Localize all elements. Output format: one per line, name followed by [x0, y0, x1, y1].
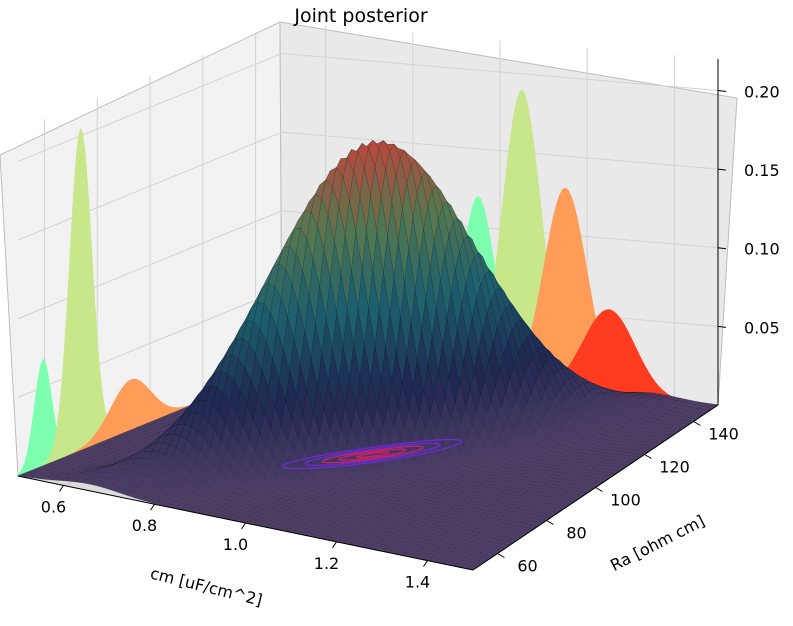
- y-tick-label: 80: [566, 524, 586, 543]
- x-tick-label: 1.0: [223, 535, 248, 554]
- z-tick-label: 0.05: [744, 318, 780, 337]
- z-tick-label: 0.10: [744, 240, 780, 259]
- x-tick-label: 1.4: [405, 573, 430, 592]
- y-tick-label: 140: [708, 425, 739, 444]
- y-axis-label: Ra [ohm cm]: [607, 511, 708, 575]
- x-tick-label: 0.6: [41, 497, 66, 516]
- y-tick-label: 60: [517, 557, 537, 576]
- z-tick: [717, 89, 727, 92]
- x-tick-label: 1.2: [314, 554, 339, 573]
- ra-marginal-3: [282, 309, 718, 405]
- posterior-surface: [17, 139, 719, 571]
- y-tick-label: 120: [659, 458, 690, 477]
- x-tick: [423, 560, 428, 567]
- chart-title: Joint posterior: [293, 5, 427, 27]
- x-tick-label: 0.8: [132, 516, 157, 535]
- y-tick: [693, 421, 701, 426]
- x-tick: [332, 541, 337, 549]
- x-tick: [59, 485, 64, 492]
- y-tick: [497, 553, 505, 558]
- grid-line: [17, 52, 719, 162]
- y-tick-label: 100: [610, 491, 641, 510]
- y-tick: [546, 520, 554, 525]
- y-tick: [644, 454, 652, 459]
- x-axis-label: cm [uF/cm^2]: [148, 564, 264, 610]
- z-tick-label: 0.15: [744, 161, 780, 180]
- y-tick: [595, 487, 603, 492]
- cm-marginal-0: [18, 358, 269, 476]
- grid-line: [17, 131, 719, 241]
- cm-marginal-1: [18, 127, 269, 477]
- x-tick: [150, 503, 155, 511]
- ra-marginal-1: [282, 89, 718, 405]
- x-tick: [241, 522, 246, 530]
- z-tick-label: 0.20: [744, 82, 780, 101]
